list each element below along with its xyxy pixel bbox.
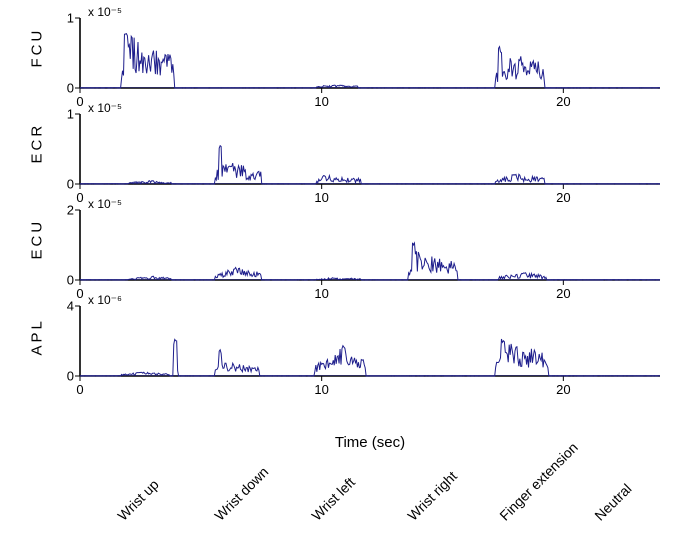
emg-figure: 0102001x 10⁻⁵FCU0102001x 10⁻⁵ECR0102002x… [0,0,699,544]
ytick: 0 [56,369,74,384]
axis-exponent: x 10⁻⁵ [88,101,122,115]
xtick: 0 [76,94,83,109]
xtick: 0 [76,190,83,205]
axis-exponent: x 10⁻⁶ [88,293,122,307]
xtick: 20 [556,94,570,109]
ytick: 0 [56,81,74,96]
ytick: 1 [56,107,74,122]
ylabel-apl: APL [29,326,46,356]
xtick: 0 [76,286,83,301]
ytick: 1 [56,11,74,26]
ytick: 4 [56,299,74,314]
axis-exponent: x 10⁻⁵ [88,5,122,19]
ylabel-ecu: ECU [29,230,46,260]
xtick: 10 [314,190,328,205]
plot-svg [0,0,699,544]
xtick: 20 [556,190,570,205]
xaxis-label: Time (sec) [335,434,405,451]
xtick: 10 [314,382,328,397]
xtick: 10 [314,94,328,109]
ytick: 0 [56,273,74,288]
ytick: 2 [56,203,74,218]
xtick: 20 [556,286,570,301]
axis-exponent: x 10⁻⁵ [88,197,122,211]
ylabel-fcu: FCU [29,38,46,68]
xtick: 10 [314,286,328,301]
xtick: 0 [76,382,83,397]
xtick: 20 [556,382,570,397]
ytick: 0 [56,177,74,192]
ylabel-ecr: ECR [29,134,46,164]
